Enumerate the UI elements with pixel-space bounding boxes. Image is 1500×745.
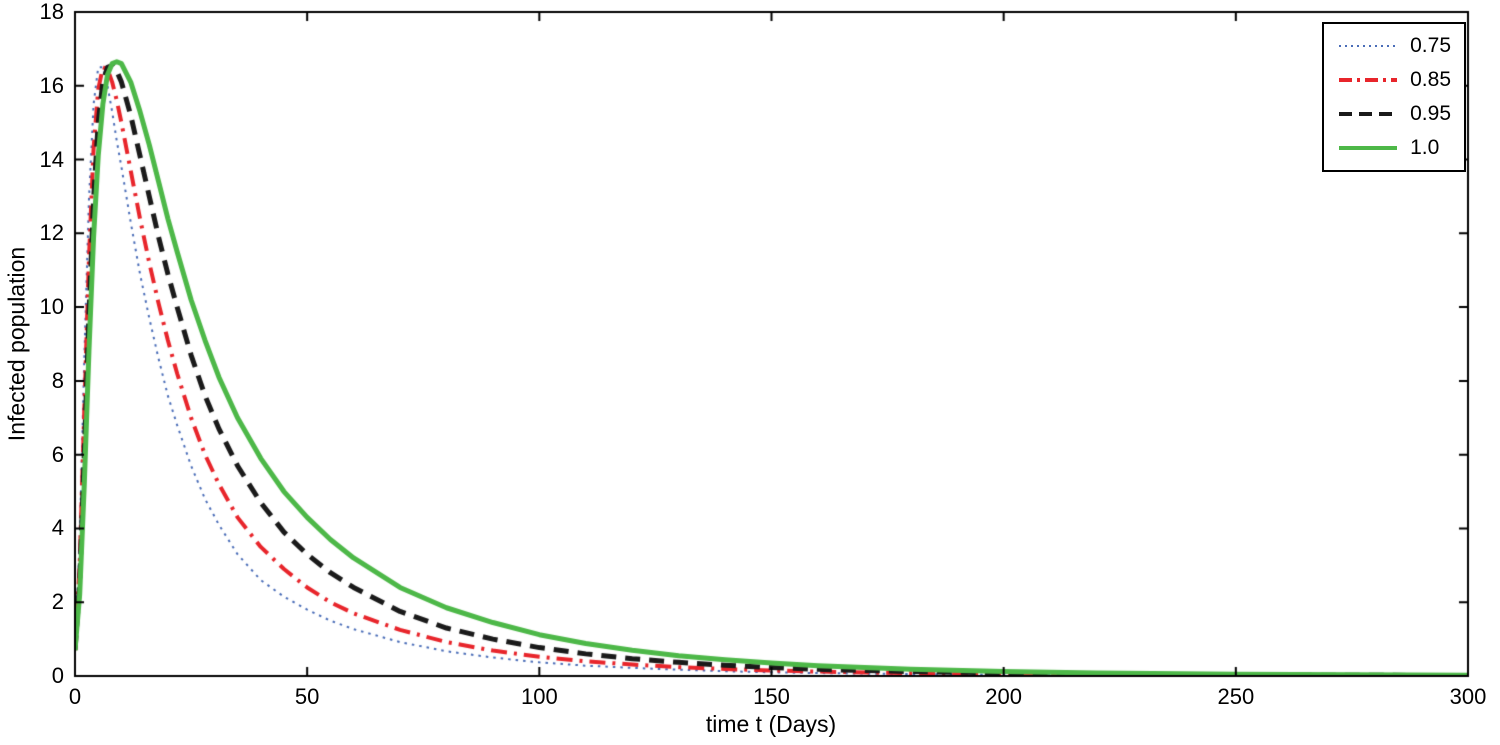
- x-tick-label: 200: [985, 684, 1023, 709]
- legend: 0.75 0.85 0.95 1.0: [1322, 22, 1466, 172]
- x-tick-label: 300: [1449, 684, 1487, 709]
- y-tick-label: 8: [51, 367, 64, 393]
- x-tick-label: 50: [294, 684, 320, 709]
- legend-label: 0.85: [1410, 68, 1451, 91]
- legend-label: 0.75: [1410, 34, 1451, 57]
- x-tick-label: 100: [520, 684, 558, 709]
- x-tick-label: 250: [1217, 684, 1255, 709]
- legend-label: 0.95: [1410, 102, 1451, 125]
- y-tick-label: 10: [39, 294, 64, 320]
- y-tick-label: 18: [39, 0, 64, 24]
- legend-line-sample: [1339, 78, 1398, 82]
- legend-label: 1.0: [1410, 136, 1440, 159]
- y-tick-label: 0: [51, 663, 64, 688]
- y-tick-label: 12: [39, 220, 64, 246]
- x-tick-label: 150: [753, 684, 790, 709]
- legend-line-sample: [1339, 112, 1398, 116]
- legend-entry: 0.85: [1337, 63, 1451, 97]
- y-axis-label: Infected population: [3, 246, 30, 442]
- x-tick-label: 0: [68, 684, 82, 709]
- legend-entry: 0.95: [1337, 97, 1451, 131]
- y-tick-label: 2: [51, 589, 64, 615]
- y-tick-label: 16: [39, 72, 64, 98]
- legend-line-sample: [1339, 45, 1398, 47]
- x-axis-label: time t (Days): [705, 711, 837, 737]
- legend-entry: 0.75: [1337, 29, 1451, 63]
- legend-entry: 1.0: [1337, 131, 1451, 165]
- y-tick-label: 4: [51, 515, 64, 541]
- y-tick-label: 14: [39, 146, 64, 172]
- y-tick-label: 6: [51, 441, 64, 467]
- legend-line-sample: [1339, 146, 1398, 150]
